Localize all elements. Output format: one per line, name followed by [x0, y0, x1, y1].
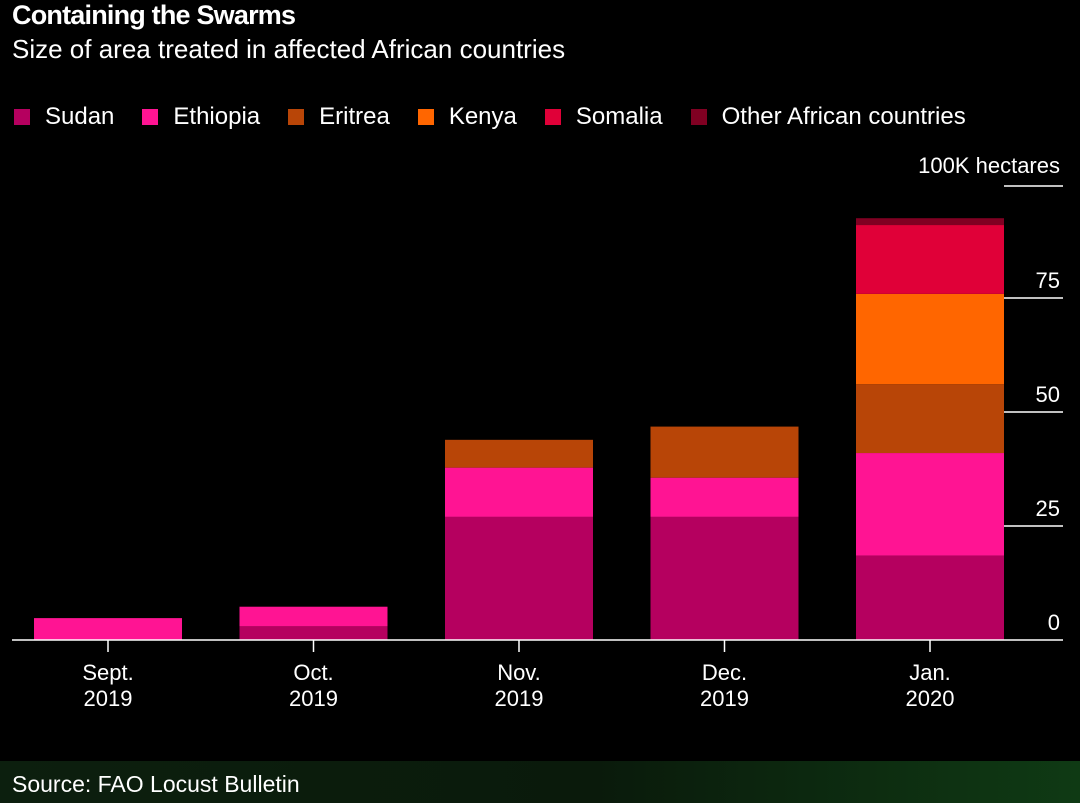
x-tick-label-year: 2020	[906, 686, 955, 711]
legend-item-somalia: Somalia	[544, 103, 663, 131]
source-bar	[0, 761, 1080, 803]
legend-swatch-somalia	[544, 109, 561, 125]
bar-segment	[856, 293, 1004, 385]
chart-title: Containing the Swarms	[12, 0, 296, 30]
y-tick-label: 50	[1036, 382, 1060, 407]
bar-segment	[650, 426, 799, 478]
x-tick-label-month: Dec.	[702, 660, 747, 685]
chart-subtitle: Size of area treated in affected African…	[12, 34, 566, 64]
bar-segment	[650, 516, 799, 640]
bar-segment	[445, 516, 593, 640]
legend-swatch-ethiopia	[142, 109, 159, 125]
bar-segment	[856, 453, 1004, 556]
x-tick-label-year: 2019	[289, 686, 338, 711]
legend-item-ethiopia: Ethiopia	[142, 103, 260, 131]
legend-label-eritrea: Eritrea	[319, 103, 390, 130]
x-tick-label-year: 2019	[700, 686, 749, 711]
x-tick-label-year: 2019	[495, 686, 544, 711]
legend-item-sudan: Sudan	[14, 103, 114, 131]
legend-swatch-other	[690, 109, 707, 125]
bar-segment	[856, 384, 1004, 454]
x-tick-label-year: 2019	[84, 686, 133, 711]
legend-swatch-sudan	[14, 109, 30, 125]
legend-item-eritrea: Eritrea	[288, 103, 390, 131]
legend-item-other: Other African countries	[690, 103, 966, 131]
y-tick-label: 75	[1036, 268, 1060, 293]
x-tick-label-month: Nov.	[497, 660, 541, 685]
y-tick-label: 25	[1036, 496, 1060, 521]
bar-segment	[445, 439, 593, 468]
legend-label-other: Other African countries	[721, 103, 966, 130]
bar-segment	[34, 618, 182, 640]
x-tick-label-month: Oct.	[293, 660, 333, 685]
bar-segment	[856, 225, 1004, 294]
bar-segment	[650, 477, 799, 517]
bar-segment	[445, 467, 593, 517]
x-tick-label-month: Jan.	[909, 660, 951, 685]
legend-label-kenya: Kenya	[448, 103, 517, 130]
legend-label-ethiopia: Ethiopia	[173, 103, 261, 130]
source-note: Source: FAO Locust Bulletin	[12, 771, 300, 797]
legend-label-sudan: Sudan	[45, 103, 115, 130]
bar-segment	[856, 218, 1004, 226]
bar-segment	[239, 606, 388, 627]
stacked-bar-chart: 100K hectares0255075Sept.2019Oct.2019Nov…	[12, 153, 1063, 711]
legend-item-kenya: Kenya	[417, 103, 517, 131]
legend: Sudan Ethiopia Eritrea Kenya Somalia Oth…	[14, 103, 1080, 131]
legend-swatch-eritrea	[288, 109, 305, 125]
bar-segment	[239, 626, 388, 640]
legend-swatch-kenya	[417, 109, 434, 125]
bar-segment	[856, 555, 1004, 640]
y-tick-label: 0	[1048, 610, 1060, 635]
legend-label-somalia: Somalia	[575, 103, 663, 130]
y-unit-label: 100K hectares	[918, 153, 1060, 178]
x-tick-label-month: Sept.	[82, 660, 133, 685]
